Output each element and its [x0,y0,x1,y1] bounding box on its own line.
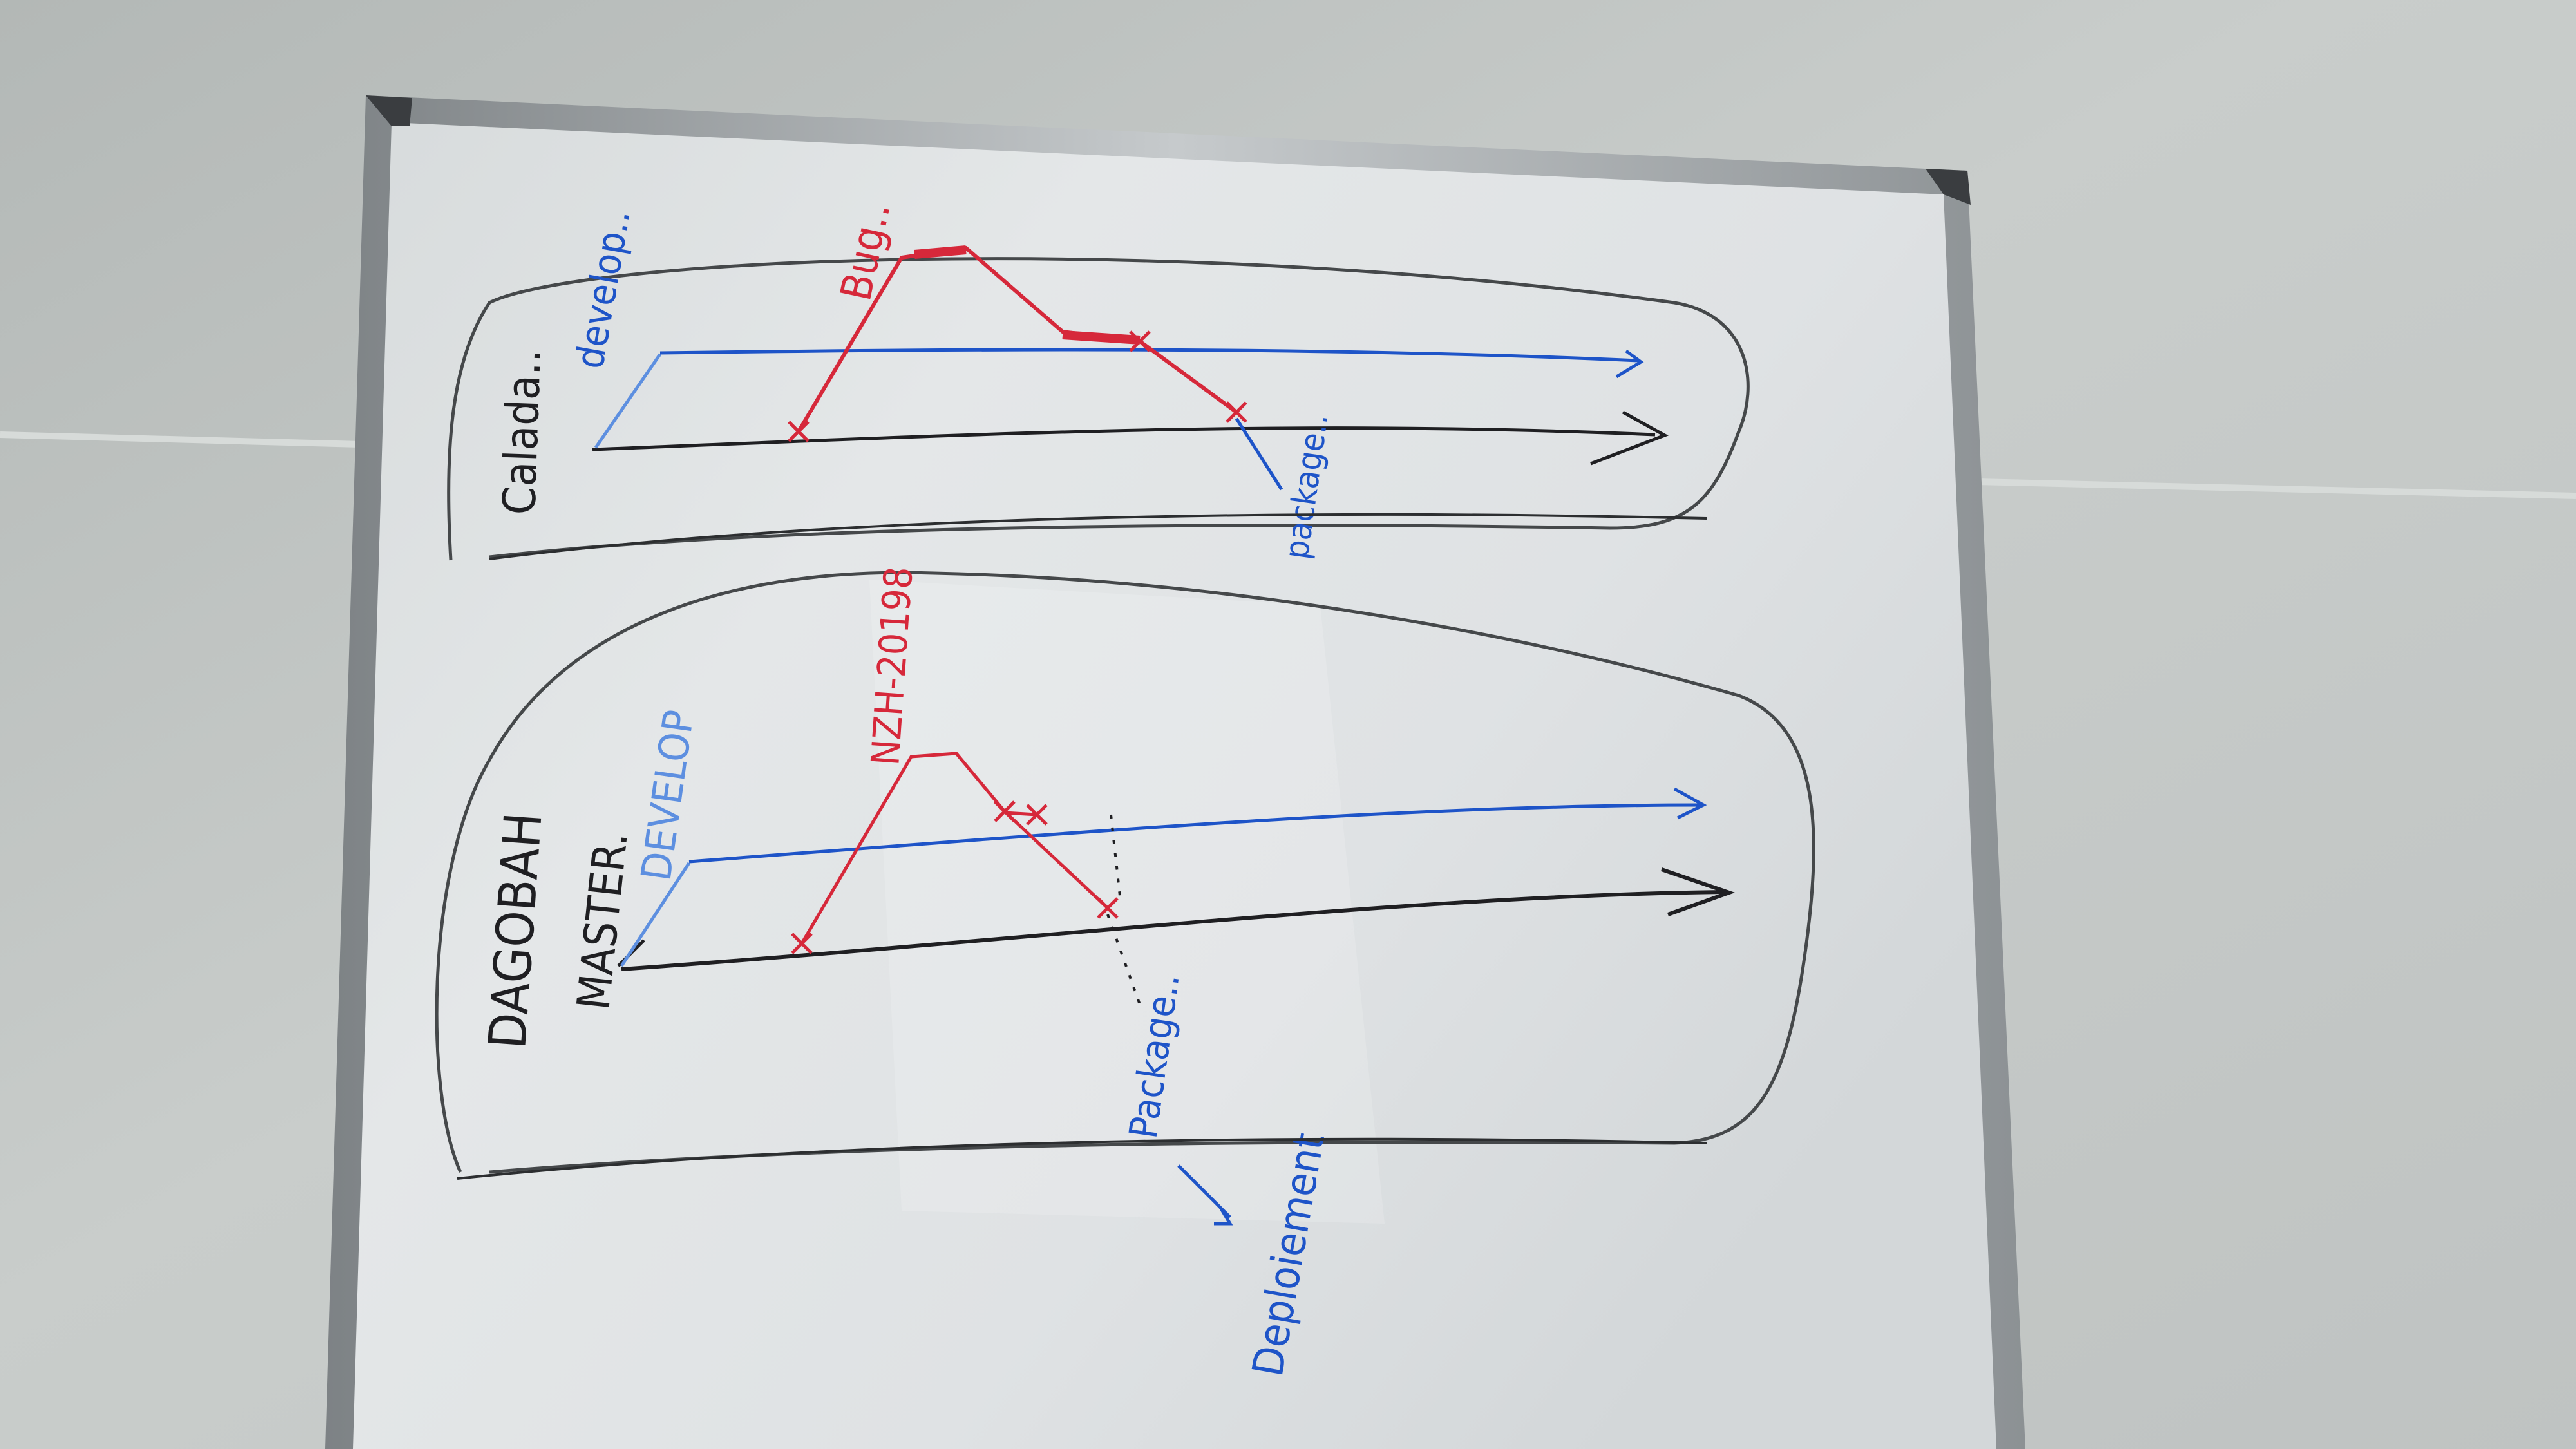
wall-seam-right [1976,478,2576,499]
dotted-develop-to-master [1110,814,1122,902]
frame-corner-top-left [366,95,412,126]
top-section-outline [447,257,1750,561]
bottom-blue-arrowhead [1673,787,1707,820]
top-blue-line [659,348,1640,363]
bottom-black-arrowhead [1661,867,1736,916]
bottom-black-line [621,890,1727,971]
top-blue-branch-start [594,353,662,449]
bottom-red-branch [800,752,1109,945]
frame-corner-top-right [1926,169,1971,205]
bottom-blue-line [688,803,1701,864]
bottom-section-outline [435,571,1815,1174]
top-black-line [592,426,1656,451]
bottom-red-cross-1 [791,933,813,954]
deploy-arrowhead [1214,1206,1233,1226]
bottom-red-cross-3 [1026,804,1048,826]
separator-bottom [457,1137,1707,1180]
top-black-arrowhead [1590,410,1669,466]
top-red-thick-mark-1 [914,245,967,259]
top-red-cross-3 [1226,401,1247,423]
top-red-cross-2 [1129,330,1151,352]
top-red-cross-1 [788,421,810,442]
glare [869,580,1385,1224]
bottom-red-merge [1004,811,1037,817]
top-blue-to-package [1235,417,1283,491]
bottom-red-cross-4 [1097,897,1119,919]
separator-top [489,513,1707,560]
top-title: Calada.. [493,348,551,516]
bottom-red-cross-2 [994,800,1016,822]
dotted-master-to-package [1106,914,1141,1005]
top-red-branch [797,245,1238,433]
wall-seam-left [0,431,361,448]
top-red-thick-mark-2 [1062,330,1141,345]
whiteboard-surface [353,122,1996,1449]
top-blue-arrowhead [1615,349,1644,379]
bottom-blue-branch-start [620,862,691,967]
